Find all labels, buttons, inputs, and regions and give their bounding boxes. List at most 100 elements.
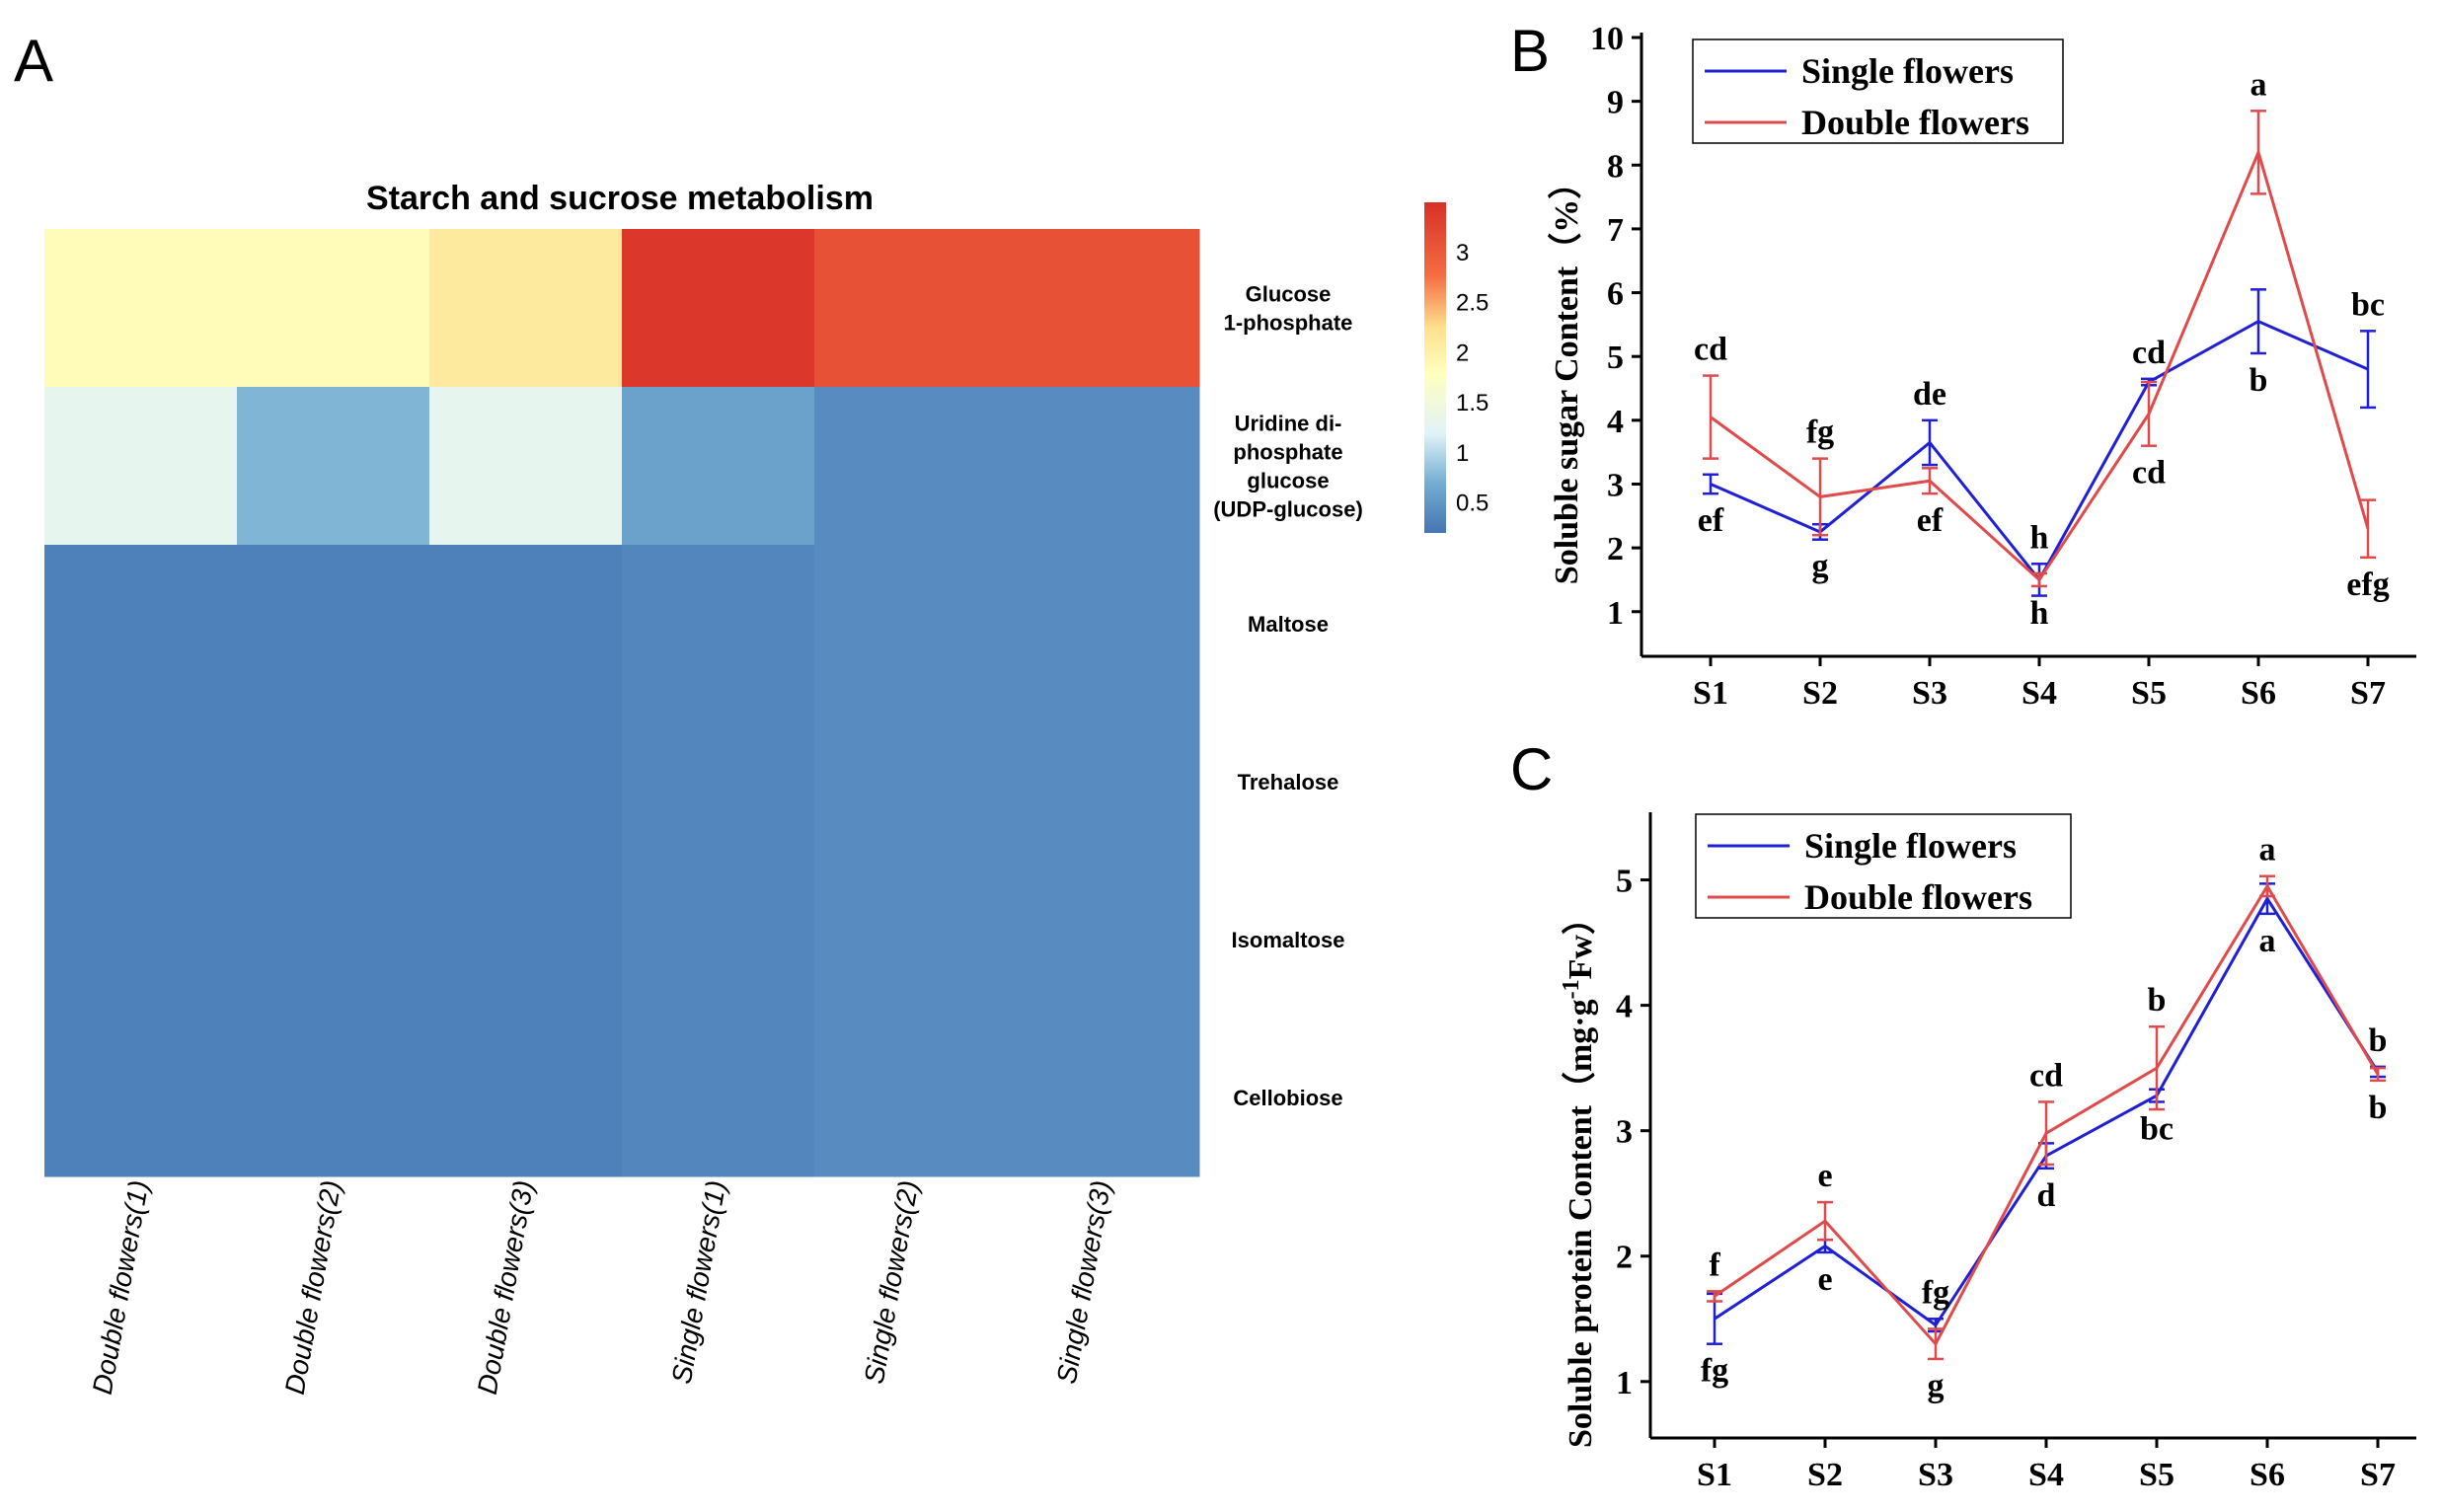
heatmap-cell (429, 1019, 623, 1177)
sugar-legend-label: Double flowers (1801, 103, 2029, 142)
sugar-significance-letter: fg (1806, 415, 1834, 451)
heatmap-row-label-line: glucose (1247, 469, 1329, 493)
heatmap-cell (429, 545, 623, 704)
protein-significance-letter: b (2148, 982, 2167, 1019)
heatmap-row-label-line: Glucose (1246, 282, 1332, 307)
sugar-x-tick-label: S4 (2021, 675, 2057, 712)
protein-legend-label: Single flowers (1804, 826, 2017, 866)
sugar-x-tick-label: S6 (2241, 675, 2276, 712)
sugar-significance-letter: g (1812, 549, 1829, 585)
heatmap-cell (622, 545, 815, 704)
heatmap-cell (429, 861, 623, 1020)
sugar-significance-letter: cd (1694, 332, 1727, 368)
sugar-y-tick-label: 6 (1607, 276, 1624, 313)
colorbar-tick-label: 1 (1456, 440, 1469, 467)
heatmap-cells (44, 229, 1200, 1177)
heatmap-cell (44, 545, 238, 704)
colorbar-tick-label: 3 (1456, 240, 1469, 266)
heatmap-cell (622, 861, 815, 1020)
heatmap-cell (1007, 703, 1200, 862)
sugar-significance-letter: de (1913, 376, 1946, 413)
heatmap-cell (237, 861, 430, 1020)
sugar-significance-letter: h (2030, 519, 2049, 556)
heatmap-row-label: Trehalose (1238, 770, 1339, 794)
heatmap-row-label-line: Trehalose (1238, 770, 1339, 794)
heatmap-row-label-line: Uridine di- (1235, 412, 1342, 436)
sugar-significance-letter: cd (2132, 335, 2166, 371)
heatmap-row-label: Isomaltose (1232, 928, 1345, 952)
heatmap-row-label: Glucose 1-phosphate (1224, 282, 1353, 336)
heatmap-cell (1007, 861, 1200, 1020)
heatmap-row-label-line: Cellobiose (1233, 1086, 1342, 1110)
heatmap-cell (622, 387, 815, 546)
heatmap-column-label: Double flowers(2) (279, 1178, 347, 1397)
heatmap-cell (1007, 1019, 1200, 1177)
heatmap-cell (622, 229, 815, 388)
heatmap-row-label-line: Maltose (1248, 612, 1329, 637)
sugar-significance-letter: ef (1698, 502, 1724, 539)
protein-significance-letter: e (1817, 1158, 1832, 1194)
heatmap-column-label: Single flowers(2) (859, 1178, 925, 1387)
sugar-y-axis-label: Soluble sugar Content（%） (1547, 166, 1585, 584)
heatmap-cell (237, 229, 430, 388)
protein-y-label-main: Soluble protein Content（mg·g (1561, 999, 1599, 1448)
heatmap-cell (429, 387, 623, 546)
heatmap-cell (622, 1019, 815, 1177)
heatmap-row-label-line: Isomaltose (1232, 928, 1345, 952)
heatmap-column-labels: Double flowers(1) Double flowers(2) Double… (87, 1178, 1117, 1397)
protein-x-tick-label: S6 (2250, 1457, 2285, 1493)
sugar-x-tick-label: S2 (1802, 675, 1838, 712)
heatmap-cell (1007, 229, 1200, 388)
sugar-y-tick-label: 7 (1607, 212, 1624, 249)
heatmap-row-label-line: phosphate (1233, 440, 1342, 465)
heatmap-cell (44, 1019, 238, 1177)
sugar-chart: Soluble sugar Content（%） 1 2 3 4 5 6 7 8 9 10 S1 S2… (1547, 21, 2416, 712)
protein-significance-letter: b (2369, 1022, 2388, 1059)
protein-significance-letter: b (2369, 1090, 2388, 1126)
heatmap-cell (44, 387, 238, 546)
sugar-significance-letter: h (2030, 595, 2049, 632)
heatmap-cell (429, 229, 623, 388)
protein-y-tick-label: 4 (1616, 989, 1633, 1025)
protein-y-tick-label: 1 (1616, 1365, 1633, 1401)
heatmap-cell (814, 545, 1008, 704)
protein-significance-letter: fg (1701, 1353, 1728, 1390)
protein-significance-letter: bc (2140, 1110, 2174, 1147)
sugar-x-tick-label: S5 (2131, 675, 2167, 712)
sugar-significance-letter: ef (1917, 502, 1944, 539)
heatmap-title: Starch and sucrose metabolism (366, 180, 874, 217)
protein-significance-letter: g (1928, 1368, 1945, 1404)
colorbar-tick-label: 2 (1456, 340, 1469, 366)
protein-significance-letter: fg (1922, 1274, 1949, 1311)
colorbar-tick-label: 2.5 (1456, 290, 1488, 317)
panel-letter-c: C (1510, 736, 1553, 802)
heatmap-row-label-line: (UDP-glucose) (1213, 497, 1363, 522)
heatmap-column-label: Single flowers(1) (666, 1178, 732, 1387)
sugar-legend-label: Single flowers (1801, 51, 2014, 91)
heatmap-row-label-line: 1-phosphate (1224, 311, 1353, 336)
heatmap-cell (44, 861, 238, 1020)
heatmap-column-label: Double flowers(3) (472, 1178, 540, 1397)
colorbar-tick-label: 1.5 (1456, 390, 1488, 416)
sugar-y-tick-label: 8 (1607, 148, 1624, 185)
sugar-y-tick-label: 4 (1607, 404, 1624, 440)
heatmap-column-label: Single flowers(3) (1051, 1178, 1117, 1387)
sugar-x-tick-label: S3 (1912, 675, 1947, 712)
protein-x-tick-label: S4 (2028, 1457, 2064, 1493)
heatmap-cell (814, 1019, 1008, 1177)
protein-x-tick-label: S2 (1807, 1457, 1843, 1493)
heatmap-row-label: Uridine di-phosphate glucose (UDP-glucose) (1213, 412, 1363, 522)
protein-x-tick-label: S3 (1918, 1457, 1953, 1493)
heatmap-cell (237, 1019, 430, 1177)
heatmap-cell (44, 703, 238, 862)
sugar-legend (1692, 38, 2064, 144)
heatmap-colorbar: 0.5 1 1.5 2 2.5 3 (1424, 202, 1488, 533)
sugar-y-tick-label: 9 (1607, 85, 1624, 121)
protein-x-tick-label: S7 (2360, 1457, 2396, 1493)
colorbar-tick-label: 0.5 (1456, 491, 1488, 517)
protein-legend (1695, 813, 2072, 919)
heatmap-row-label: Maltose (1248, 612, 1329, 637)
sugar-y-tick-label: 3 (1607, 467, 1624, 503)
sugar-significance-letter: b (2250, 362, 2268, 399)
